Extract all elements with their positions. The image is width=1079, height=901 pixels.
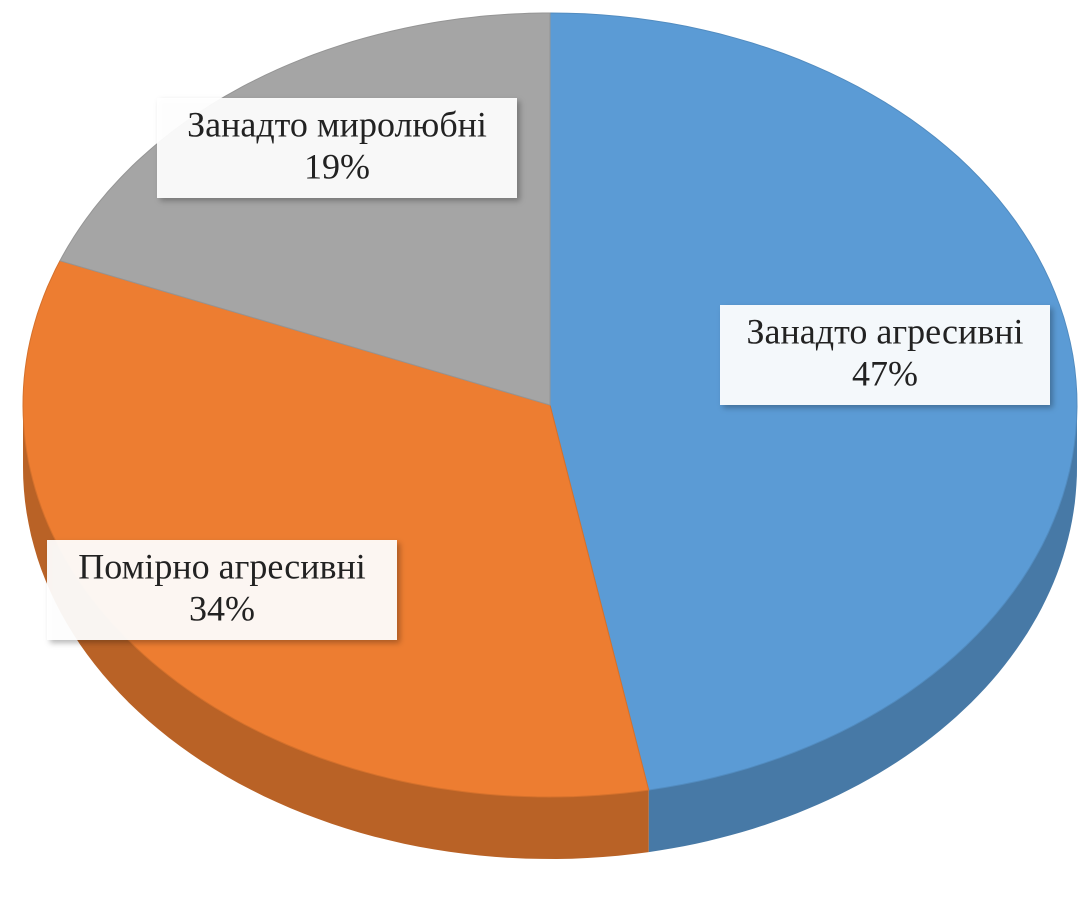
label-box: [157, 98, 517, 198]
value-label: 47%: [852, 353, 918, 393]
value-label: 19%: [304, 146, 370, 186]
slice-side: [648, 405, 1077, 853]
category-label: Помірно агресивні: [78, 546, 366, 586]
slice: [22, 260, 650, 798]
label-box: [47, 540, 397, 640]
category-label: Занадто миролюбні: [187, 104, 487, 144]
slice-side: [23, 405, 649, 859]
category-label: Занадто агресивні: [747, 311, 1024, 351]
pie-sides: [23, 405, 1077, 859]
value-label: 34%: [189, 588, 255, 628]
label-box: [720, 305, 1050, 405]
